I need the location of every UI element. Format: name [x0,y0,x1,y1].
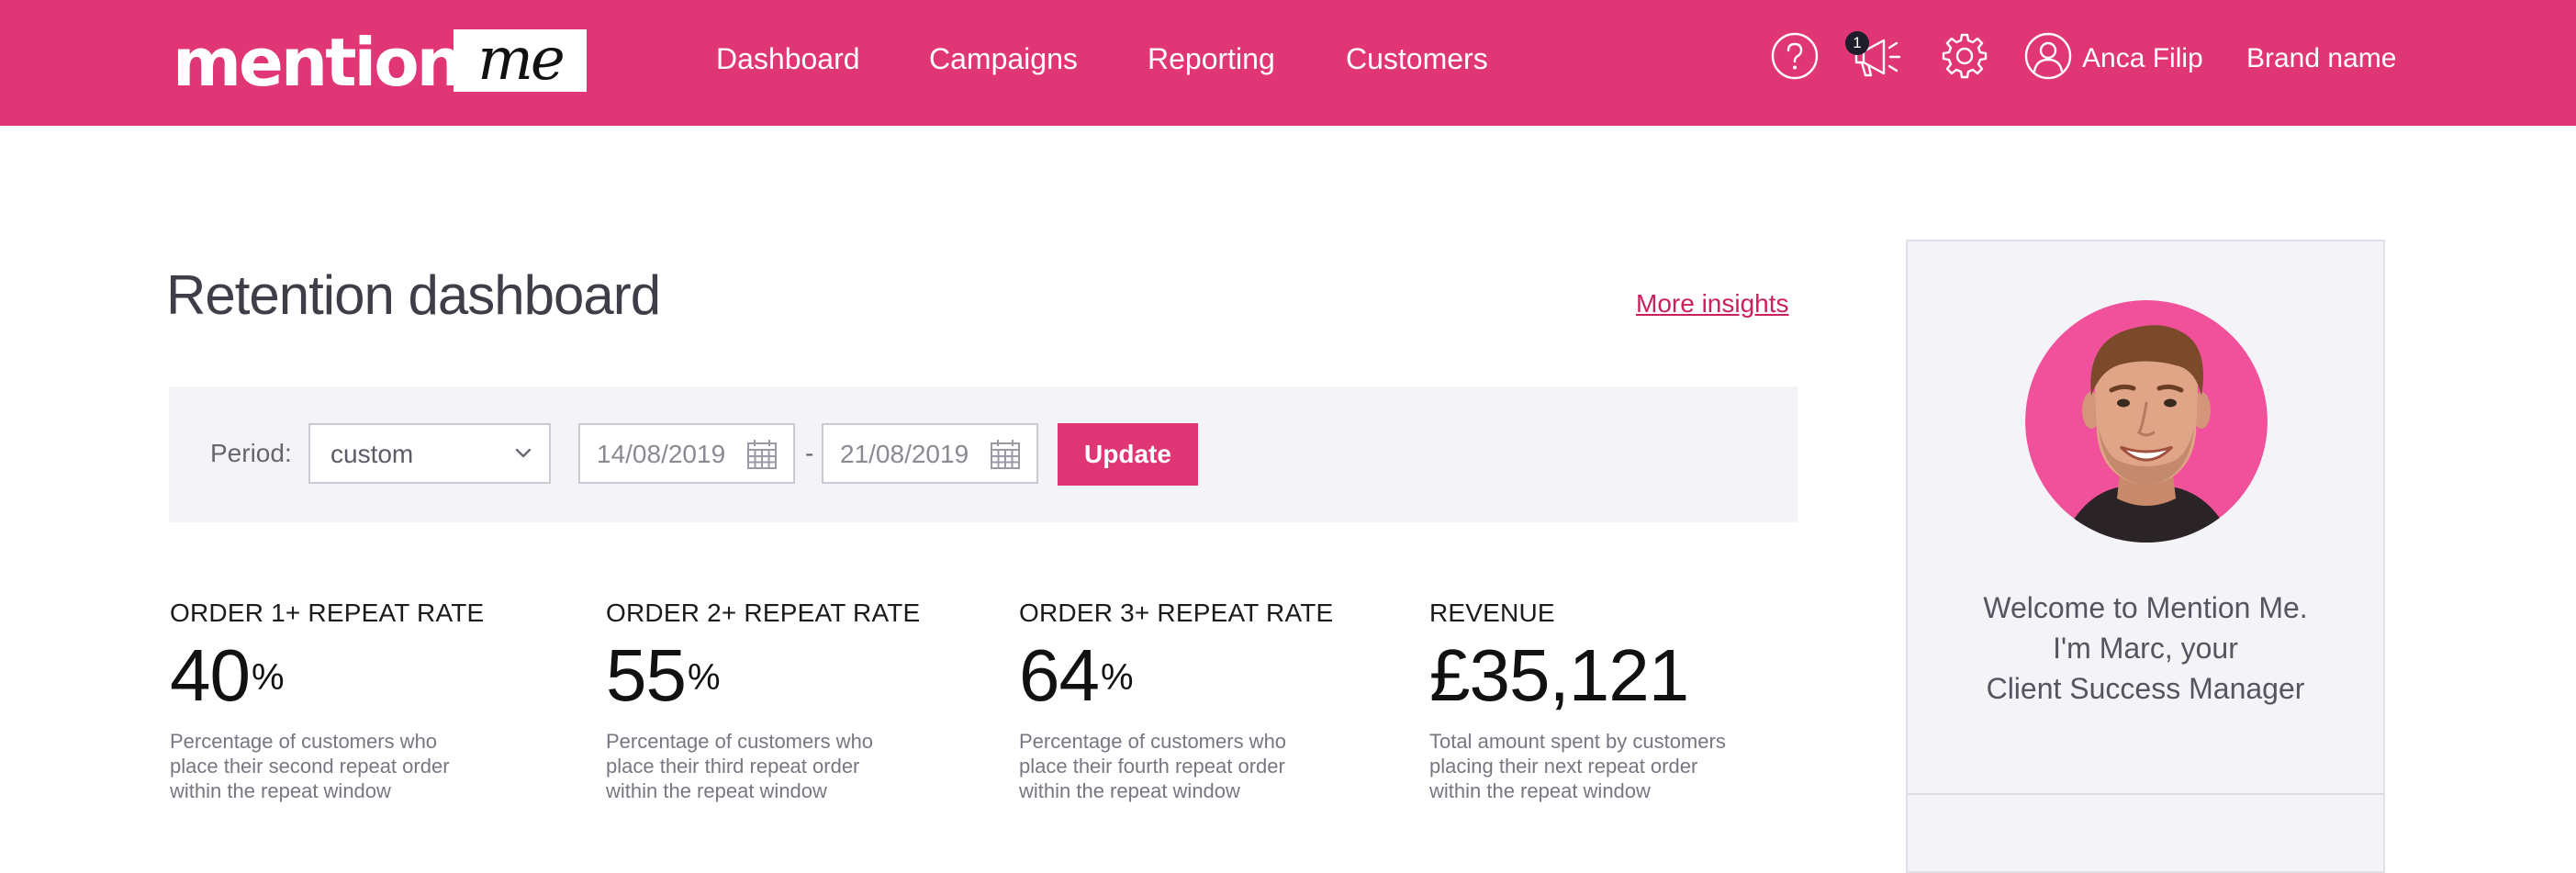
metric-order-3-repeat-rate: ORDER 3+ REPEAT RATE 64% Percentage of c… [1019,597,1405,803]
panel-divider [1908,793,2383,795]
notification-count-badge: 1 [1845,31,1869,55]
metric-label: ORDER 3+ REPEAT RATE [1019,599,1334,627]
metric-unit: % [1100,657,1134,698]
period-select-value: custom [330,440,414,468]
date-range-separator: - [805,439,814,467]
more-insights-link[interactable]: More insights [1636,289,1789,318]
date-to-field[interactable]: 21/08/2019 [822,423,1038,484]
metric-value: 40% [170,634,285,716]
nav-dashboard[interactable]: Dashboard [716,42,860,75]
metric-revenue: REVENUE £35,121 Total amount spent by cu… [1429,597,1815,803]
date-from-field[interactable]: 14/08/2019 [578,423,795,484]
metric-description: Percentage of customers who place their s… [170,730,450,802]
period-label: Period: [210,439,292,467]
metric-unit: % [251,657,285,698]
chevron-down-icon [514,447,532,464]
nav-reporting[interactable]: Reporting [1148,42,1275,75]
client-success-manager-avatar [2025,300,2268,543]
metric-description: Percentage of customers who place their f… [1019,730,1287,802]
user-name[interactable]: Anca Filip [2082,43,2203,73]
metric-order-2-repeat-rate: ORDER 2+ REPEAT RATE 55% Percentage of c… [606,597,991,803]
metric-description: Total amount spent by customers placing t… [1429,730,1726,802]
calendar-icon[interactable] [745,438,778,476]
logo-wordmark: mention [173,24,464,101]
user-icon[interactable] [2023,31,2073,85]
gear-icon[interactable] [1940,31,1989,85]
help-icon[interactable] [1770,31,1820,85]
update-button[interactable]: Update [1058,423,1198,486]
calendar-icon[interactable] [989,438,1022,476]
logo-me-box: me [454,29,587,92]
metric-label: ORDER 1+ REPEAT RATE [170,599,485,627]
metric-value: £35,121 [1429,634,1689,716]
nav-customers[interactable]: Customers [1346,42,1488,75]
date-to-value: 21/08/2019 [840,440,969,468]
metric-value: 55% [606,634,721,716]
logo-script-text: me [477,26,566,94]
metric-description: Percentage of customers who place their t… [606,730,874,802]
brand-selector[interactable]: Brand name [2246,43,2397,73]
page-title: Retention dashboard [166,264,661,326]
top-navigation-bar: mention me Dashboard Campaigns Reporting… [0,0,2576,126]
metric-label: REVENUE [1429,599,1555,627]
nav-campaigns[interactable]: Campaigns [929,42,1078,75]
welcome-message: Welcome to Mention Me. I'm Marc, your Cl… [1983,591,2308,705]
metric-value: 64% [1019,634,1134,716]
metric-unit: % [687,657,721,698]
metric-order-1-repeat-rate: ORDER 1+ REPEAT RATE 40% Percentage of c… [170,597,555,803]
metric-label: ORDER 2+ REPEAT RATE [606,599,921,627]
period-select[interactable]: custom [308,423,551,484]
date-from-value: 14/08/2019 [597,440,726,468]
